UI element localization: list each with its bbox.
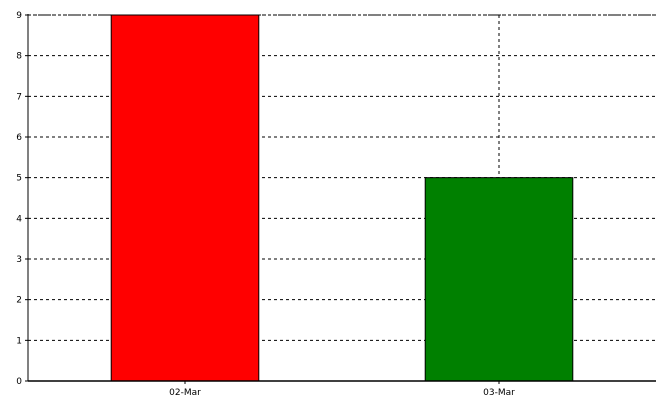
x-tick-label: 03-Mar [483, 388, 515, 398]
axis-layer [25, 14, 656, 384]
y-tick-label: 0 [16, 377, 22, 387]
bar-layer [110, 14, 574, 382]
y-tick-label: 3 [16, 255, 22, 265]
y-tick-label: 5 [16, 174, 22, 184]
bar-03-mar [424, 177, 574, 382]
y-tick-label: 4 [16, 214, 22, 224]
y-tick-label: 9 [16, 11, 22, 21]
y-tick-label: 6 [16, 133, 22, 143]
bar-02-mar [110, 14, 260, 382]
y-tick-label: 8 [16, 52, 22, 62]
x-tick-label: 02-Mar [169, 388, 201, 398]
y-tick-label: 1 [16, 336, 22, 346]
label-layer: 0 1 2 3 4 5 6 7 8 9 02-Mar 03-Mar [16, 11, 515, 398]
y-tick-label: 2 [16, 296, 22, 306]
y-tick-label: 7 [16, 92, 22, 102]
